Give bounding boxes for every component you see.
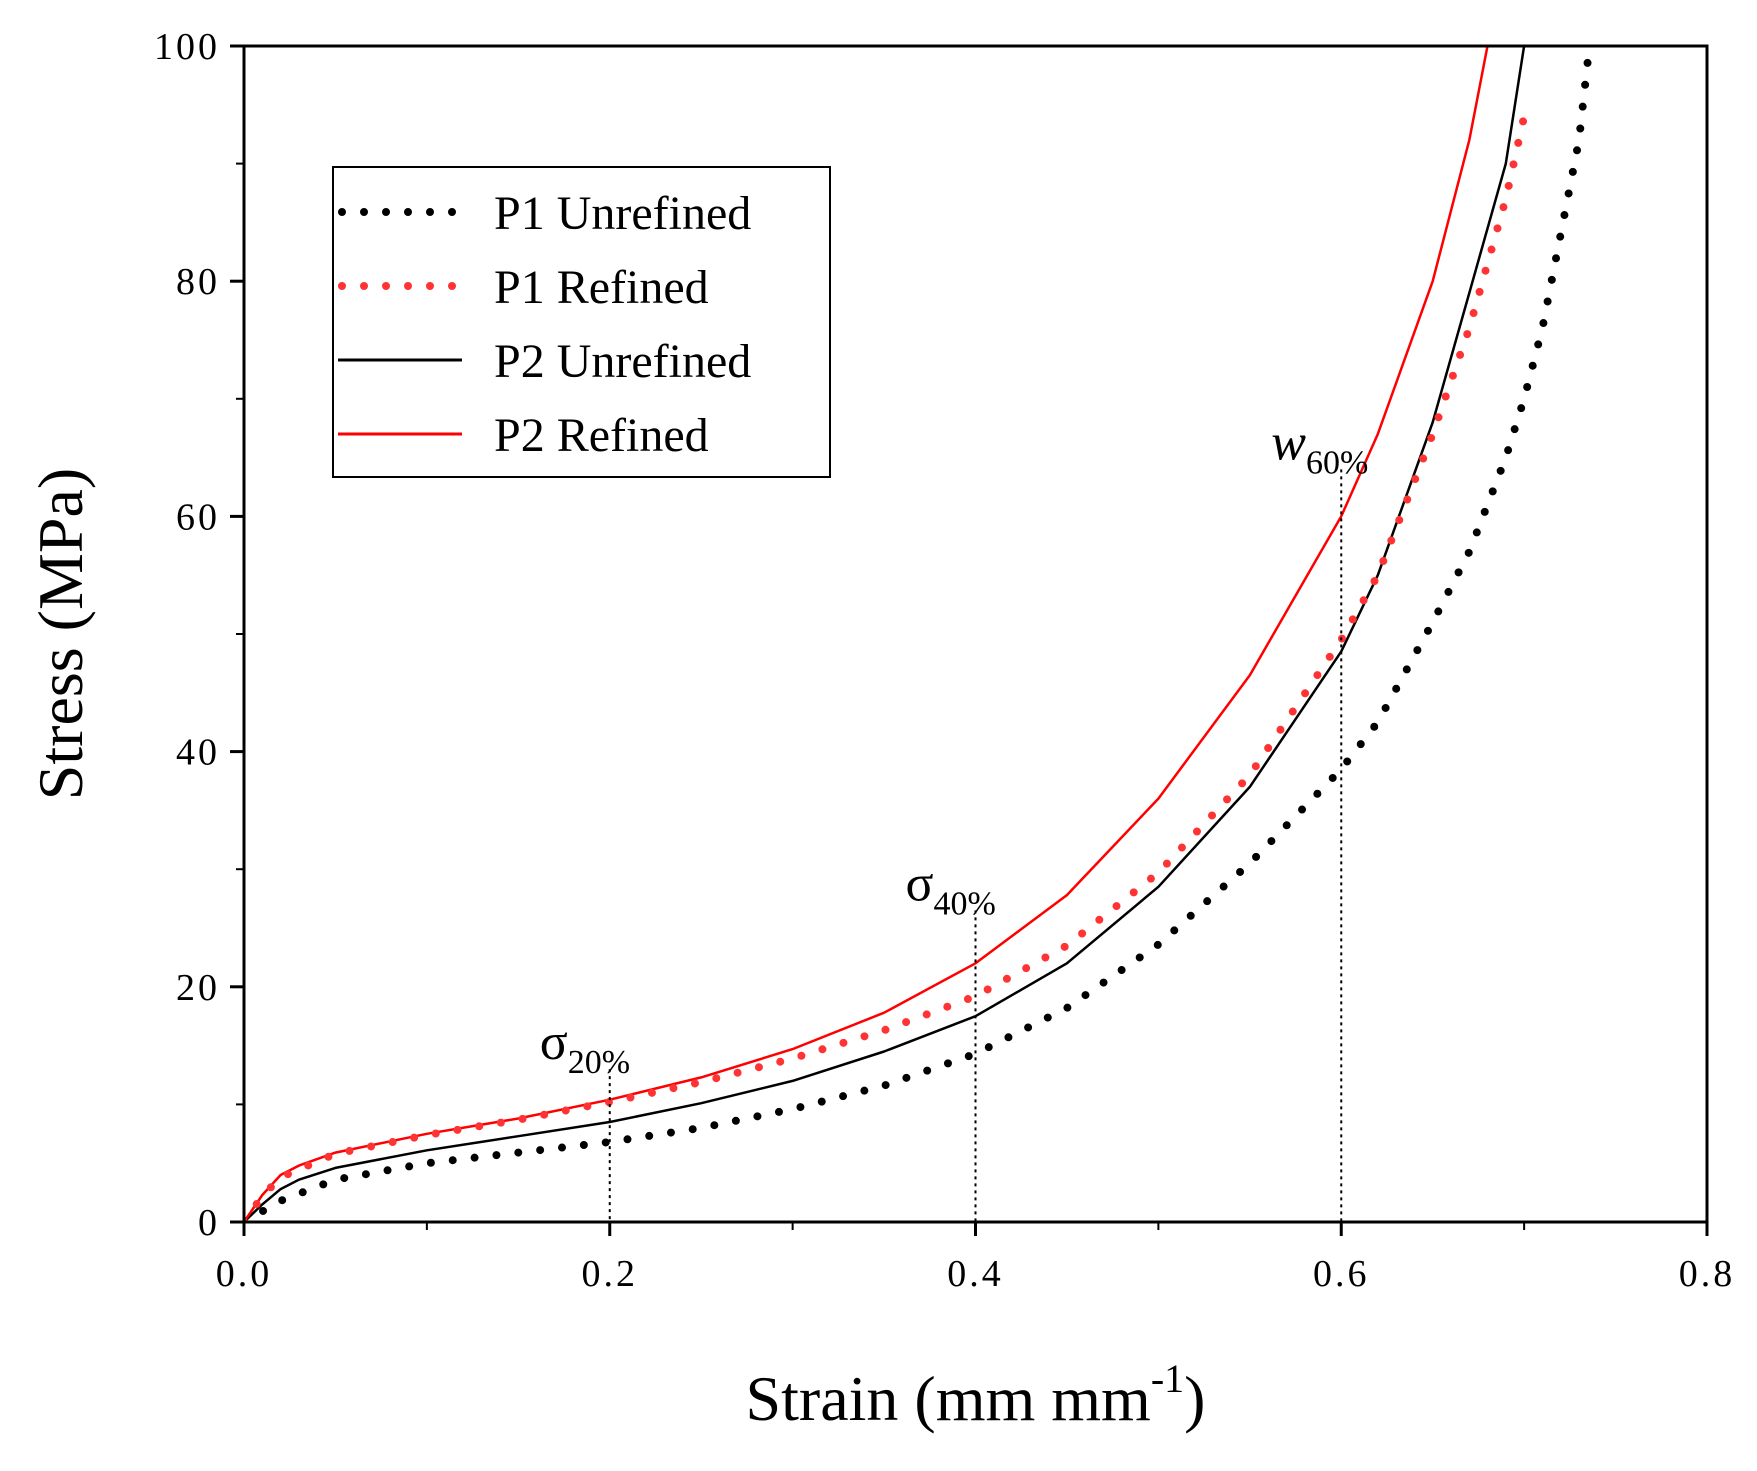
legend-label-p1-unrefined: P1 Unrefined: [494, 187, 751, 240]
series-line-p2-unrefined: [244, 46, 1526, 1222]
x-tick-label: 0.4: [947, 1253, 1004, 1295]
annotation-subscript: 40%: [934, 885, 996, 922]
y-tick-label: 40: [176, 732, 220, 774]
legend-label-p1-refined: P1 Refined: [494, 261, 709, 314]
series-line-p1-refined: [244, 112, 1529, 1222]
annotation-symbol: w: [1271, 414, 1306, 471]
axis-ticks: 0.0 0.2 0.4 0.6 0.8 0 20 40 60 80 100: [154, 26, 1736, 1295]
annotation-label: w60%: [1271, 414, 1368, 481]
x-axis-title-close: ): [1184, 1363, 1205, 1434]
x-axis-title-main: Strain (mm mm: [746, 1363, 1151, 1434]
y-tick-label: 20: [176, 967, 220, 1009]
annotation-symbol: σ: [906, 855, 934, 912]
x-tick-label: 0.6: [1313, 1253, 1370, 1295]
annotation-label: σ20%: [540, 1014, 630, 1081]
x-tick-label: 0.0: [216, 1253, 273, 1295]
series-layer: [244, 46, 1593, 1222]
x-axis-title: Strain (mm mm-1): [746, 1356, 1206, 1434]
x-axis-title-sup: -1: [1151, 1356, 1184, 1401]
x-tick-label: 0.8: [1679, 1253, 1736, 1295]
series-line-p1-unrefined: [244, 53, 1593, 1222]
x-tick-label: 0.2: [582, 1253, 639, 1295]
legend-label-p2-refined: P2 Refined: [494, 409, 709, 462]
y-tick-label: 0: [198, 1202, 220, 1244]
y-tick-label: 80: [176, 261, 220, 303]
y-axis-title: Stress (MPa): [25, 468, 96, 800]
annotation-label: σ40%: [906, 855, 996, 922]
annotation-subscript: 60%: [1306, 444, 1368, 481]
y-tick-label: 60: [176, 496, 220, 538]
y-tick-label: 100: [154, 26, 220, 68]
legend: P1 Unrefined P1 Refined P2 Unrefined P2 Ref…: [332, 166, 831, 478]
legend-box: [332, 166, 831, 478]
legend-label-p2-unrefined: P2 Unrefined: [494, 335, 751, 388]
annotation-layer: σ20%σ40%w60%: [540, 414, 1368, 1222]
annotation-subscript: 20%: [568, 1044, 630, 1081]
annotation-symbol: σ: [540, 1014, 568, 1071]
